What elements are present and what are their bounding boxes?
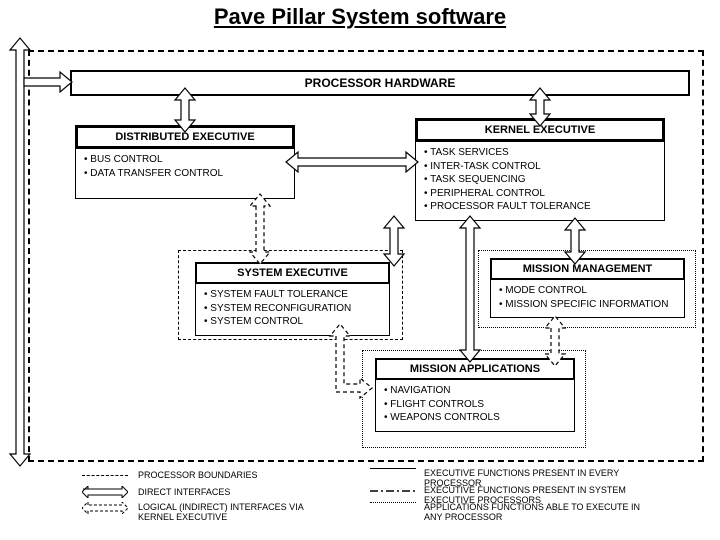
legend-row: APPLICATIONS FUNCTIONS ABLE TO EXECUTE I… — [370, 502, 654, 516]
legend-hollow-arrow-icon — [80, 486, 130, 498]
legend-label: APPLICATIONS FUNCTIONS ABLE TO EXECUTE I… — [424, 502, 654, 522]
list-item: TASK SEQUENCING — [424, 173, 658, 187]
list-item: SYSTEM CONTROL — [204, 315, 383, 329]
legend-right: EXECUTIVE FUNCTIONS PRESENT IN EVERY PRO… — [370, 468, 654, 519]
list-item: SYSTEM RECONFIGURATION — [204, 302, 383, 316]
mission-management-box: MISSION MANAGEMENT MODE CONTROL MISSION … — [490, 258, 685, 318]
distributed-executive-box: DISTRIBUTED EXECUTIVE BUS CONTROL DATA T… — [75, 125, 295, 199]
mission-applications-box: MISSION APPLICATIONS NAVIGATION FLIGHT C… — [375, 358, 575, 432]
distributed-executive-header: DISTRIBUTED EXECUTIVE — [75, 125, 295, 149]
list-item: PERIPHERAL CONTROL — [424, 187, 658, 201]
list-item: SYSTEM FAULT TOLERANCE — [204, 288, 383, 302]
legend-row: PROCESSOR BOUNDARIES — [80, 468, 318, 482]
system-executive-items: SYSTEM FAULT TOLERANCE SYSTEM RECONFIGUR… — [204, 288, 383, 329]
system-executive-header: SYSTEM EXECUTIVE — [195, 262, 390, 284]
legend-dash-icon — [80, 475, 130, 476]
list-item: WEAPONS CONTROLS — [384, 411, 568, 425]
processor-hardware-label: PROCESSOR HARDWARE — [305, 76, 456, 90]
list-item: PROCESSOR FAULT TOLERANCE — [424, 200, 658, 214]
mission-applications-header: MISSION APPLICATIONS — [375, 358, 575, 380]
kernel-executive-header: KERNEL EXECUTIVE — [415, 118, 665, 142]
kernel-executive-items: TASK SERVICES INTER-TASK CONTROL TASK SE… — [424, 146, 658, 214]
distributed-executive-items: BUS CONTROL DATA TRANSFER CONTROL — [84, 153, 288, 180]
legend-dashed-arrow-icon — [80, 502, 130, 514]
list-item: DATA TRANSFER CONTROL — [84, 167, 288, 181]
legend-label: LOGICAL (INDIRECT) INTERFACES VIA KERNEL… — [138, 502, 318, 522]
legend-row: LOGICAL (INDIRECT) INTERFACES VIA KERNEL… — [80, 502, 318, 516]
list-item: NAVIGATION — [384, 384, 568, 398]
legend-dotted-line-icon — [370, 502, 416, 503]
list-item: FLIGHT CONTROLS — [384, 398, 568, 412]
legend-left: PROCESSOR BOUNDARIES DIRECT INTERFACES L… — [80, 468, 318, 519]
page-title: Pave Pillar System software — [0, 4, 720, 30]
list-item: TASK SERVICES — [424, 146, 658, 160]
legend-row: EXECUTIVE FUNCTIONS PRESENT IN EVERY PRO… — [370, 468, 654, 482]
legend-row: DIRECT INTERFACES — [80, 485, 318, 499]
kernel-executive-box: KERNEL EXECUTIVE TASK SERVICES INTER-TAS… — [415, 118, 665, 221]
system-executive-box: SYSTEM EXECUTIVE SYSTEM FAULT TOLERANCE … — [195, 262, 390, 336]
mission-management-items: MODE CONTROL MISSION SPECIFIC INFORMATIO… — [499, 284, 678, 311]
legend-label: DIRECT INTERFACES — [138, 487, 230, 497]
list-item: MISSION SPECIFIC INFORMATION — [499, 298, 678, 312]
external-vertical-arrow — [10, 38, 30, 466]
mission-management-header: MISSION MANAGEMENT — [490, 258, 685, 280]
legend-solid-line-icon — [370, 468, 416, 469]
list-item: BUS CONTROL — [84, 153, 288, 167]
list-item: INTER-TASK CONTROL — [424, 160, 658, 174]
legend-row: EXECUTIVE FUNCTIONS PRESENT IN SYSTEM EX… — [370, 485, 654, 499]
legend-label: PROCESSOR BOUNDARIES — [138, 470, 258, 480]
list-item: MODE CONTROL — [499, 284, 678, 298]
processor-hardware-box: PROCESSOR HARDWARE — [70, 70, 690, 96]
mission-applications-items: NAVIGATION FLIGHT CONTROLS WEAPONS CONTR… — [384, 384, 568, 425]
